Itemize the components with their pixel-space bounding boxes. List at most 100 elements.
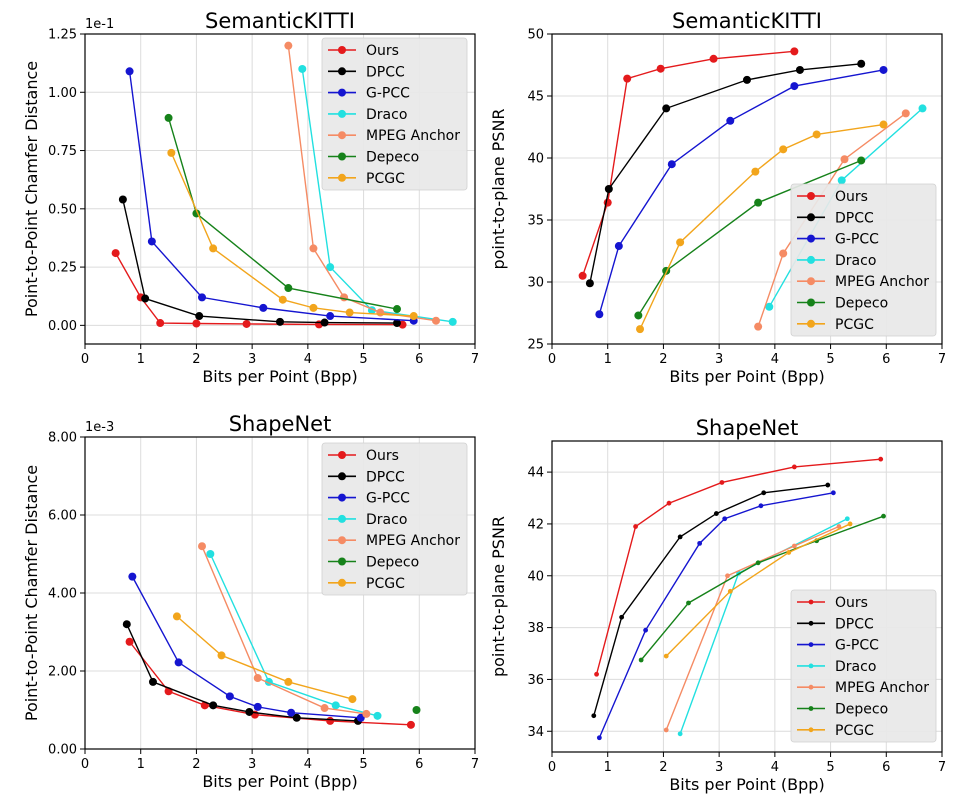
data-point [125, 67, 134, 76]
data-point [192, 319, 201, 328]
legend-swatch-marker [808, 663, 814, 669]
data-point [148, 677, 157, 686]
legend-item: PCGC [328, 576, 405, 592]
x-tick-label: 7 [938, 352, 946, 367]
x-tick-label: 4 [304, 757, 312, 772]
data-point [791, 464, 797, 470]
legend: Ours DPCC G-PCC Draco MPEG Anchor Depeco PCGC [790, 183, 937, 337]
data-point [791, 543, 797, 549]
data-point [879, 65, 888, 74]
legend-swatch-marker [808, 599, 814, 605]
chart-3: 0 1 2 3 4 5 6 7 0.00 2.00 4.00 6.00 8.00 1e-3 ShapeNet… [22, 412, 479, 791]
series-line [593, 484, 828, 716]
data-point [209, 244, 218, 253]
data-point [393, 319, 401, 328]
data-point [790, 82, 799, 91]
data-point [172, 612, 181, 621]
series-pcgc [636, 120, 888, 334]
data-point [167, 148, 176, 157]
x-tick-label: 6 [882, 760, 890, 775]
x-tick-label: 0 [81, 352, 89, 367]
legend-item: DPCC [328, 469, 405, 485]
legend-label: PCGC [835, 317, 874, 333]
data-point [825, 482, 831, 488]
legend-item: G-PCC [328, 491, 410, 507]
x-tick-label: 7 [938, 760, 946, 775]
legend-label: G-PCC [835, 232, 879, 248]
y-tick-label: 40 [527, 152, 544, 167]
data-point [298, 64, 307, 73]
series-g-pcc [595, 65, 888, 319]
data-point [758, 503, 764, 509]
legend-item: MPEG Anchor [797, 274, 929, 290]
data-point [643, 627, 648, 633]
data-point [393, 305, 401, 314]
legend-swatch-marker [338, 578, 346, 587]
series-dpcc [585, 59, 866, 288]
legend-swatch-marker [338, 67, 346, 76]
x-tick-label: 2 [192, 352, 200, 367]
x-tick-label: 1 [604, 760, 612, 775]
legend-swatch-marker [807, 255, 815, 264]
data-point [594, 671, 599, 677]
x-tick-label: 7 [471, 352, 479, 367]
data-point [111, 249, 120, 258]
legend-label: Ours [835, 595, 868, 611]
legend-swatch-marker [807, 234, 815, 243]
data-point [320, 704, 329, 713]
data-point [790, 47, 799, 56]
data-point [697, 540, 703, 546]
legend-item: G-PCC [797, 638, 879, 654]
x-tick-label: 6 [415, 757, 423, 772]
data-point [857, 156, 866, 165]
y-tick-label: 34 [527, 725, 544, 740]
x-tick-label: 5 [826, 760, 834, 775]
data-point [122, 620, 131, 629]
legend-item: Depeco [328, 555, 419, 571]
data-point [340, 293, 349, 302]
legend-item: MPEG Anchor [797, 680, 929, 696]
series-line [209, 553, 378, 717]
data-point [412, 706, 421, 714]
y-tick-label: 0.25 [48, 261, 77, 276]
data-point [195, 312, 204, 321]
x-tick-label: 2 [192, 757, 200, 772]
data-point [326, 263, 335, 272]
legend-label: Depeco [835, 296, 888, 312]
legend-item: Ours [328, 43, 399, 59]
legend-box [790, 589, 937, 743]
data-point [633, 524, 638, 529]
y-axis-label: point-to-plane PSNR [489, 108, 508, 269]
legend-swatch-marker [808, 706, 814, 711]
legend-box [790, 183, 937, 337]
data-point [259, 303, 268, 312]
x-tick-label: 5 [359, 352, 367, 367]
legend-item: DPCC [797, 210, 874, 226]
series-line [598, 69, 884, 315]
x-tick-label: 4 [771, 760, 779, 775]
data-point [722, 516, 728, 522]
y-tick-label: 36 [527, 673, 544, 688]
legend-item: G-PCC [328, 86, 410, 102]
legend-swatch-marker [808, 684, 814, 690]
x-tick-label: 0 [548, 760, 556, 775]
legend-label: MPEG Anchor [366, 533, 460, 549]
data-point [662, 104, 671, 113]
legend-swatch-marker [807, 277, 815, 286]
legend-item: Draco [797, 253, 876, 269]
legend-swatch-marker [338, 152, 346, 161]
legend-item: PCGC [797, 723, 874, 739]
data-point [743, 75, 751, 84]
data-point [331, 701, 340, 710]
data-point [623, 74, 632, 83]
series-depeco [638, 513, 886, 663]
x-tick-label: 3 [715, 760, 723, 775]
legend-label: Ours [366, 448, 399, 464]
data-point [245, 707, 254, 716]
x-tick-label: 3 [248, 352, 256, 367]
data-point [198, 293, 206, 302]
legend-item: Draco [328, 512, 407, 528]
data-point [448, 317, 457, 326]
data-point [918, 104, 927, 113]
